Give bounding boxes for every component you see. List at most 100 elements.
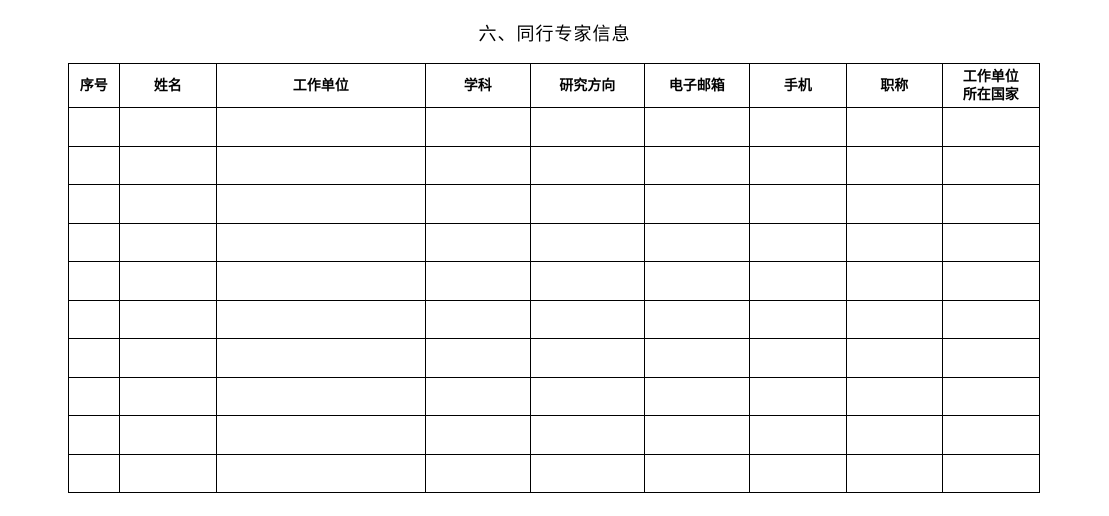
table-cell[interactable] <box>846 299 943 339</box>
table-cell[interactable] <box>119 299 217 339</box>
table-cell[interactable] <box>846 261 943 301</box>
table-cell[interactable] <box>425 453 531 493</box>
table-row <box>68 415 1040 455</box>
table-cell[interactable] <box>216 415 426 455</box>
table-cell[interactable] <box>644 184 750 224</box>
table-cell[interactable] <box>846 222 943 262</box>
table-cell[interactable] <box>644 145 750 185</box>
table-cell[interactable] <box>119 415 217 455</box>
table-cell[interactable] <box>530 222 645 262</box>
header-employer: 工作单位 <box>216 63 426 108</box>
table-cell[interactable] <box>216 222 426 262</box>
table-cell[interactable] <box>942 222 1040 262</box>
table-row <box>68 222 1040 262</box>
table-cell[interactable] <box>530 145 645 185</box>
table-row <box>68 376 1040 416</box>
table-cell[interactable] <box>216 376 426 416</box>
table-cell[interactable] <box>119 261 217 301</box>
table-cell[interactable] <box>644 376 750 416</box>
table-cell[interactable] <box>644 338 750 378</box>
table-cell[interactable] <box>846 338 943 378</box>
table-cell[interactable] <box>846 107 943 147</box>
table-cell[interactable] <box>749 415 847 455</box>
table-cell[interactable] <box>530 453 645 493</box>
table-cell[interactable] <box>942 415 1040 455</box>
table-cell[interactable] <box>119 184 217 224</box>
table-cell[interactable] <box>68 222 120 262</box>
table-cell[interactable] <box>119 338 217 378</box>
table-cell[interactable] <box>644 261 750 301</box>
table-cell[interactable] <box>749 376 847 416</box>
table-cell[interactable] <box>942 145 1040 185</box>
table-cell[interactable] <box>216 453 426 493</box>
table-cell[interactable] <box>942 338 1040 378</box>
table-cell[interactable] <box>530 415 645 455</box>
table-cell[interactable] <box>119 453 217 493</box>
table-cell[interactable] <box>425 338 531 378</box>
table-cell[interactable] <box>68 184 120 224</box>
table-cell[interactable] <box>942 261 1040 301</box>
table-cell[interactable] <box>942 184 1040 224</box>
table-cell[interactable] <box>942 299 1040 339</box>
expert-info-table: 序号 姓名 工作单位 学科 研究方向 电子邮箱 手机 职称 工作单位 所在国家 <box>68 63 1040 493</box>
table-cell[interactable] <box>425 222 531 262</box>
header-employer-country: 工作单位 所在国家 <box>942 63 1040 108</box>
table-cell[interactable] <box>749 453 847 493</box>
table-cell[interactable] <box>846 415 943 455</box>
table-cell[interactable] <box>68 338 120 378</box>
table-cell[interactable] <box>216 184 426 224</box>
table-cell[interactable] <box>119 376 217 416</box>
table-cell[interactable] <box>749 145 847 185</box>
table-cell[interactable] <box>846 145 943 185</box>
table-cell[interactable] <box>216 299 426 339</box>
table-cell[interactable] <box>425 107 531 147</box>
header-discipline: 学科 <box>425 63 531 108</box>
table-cell[interactable] <box>644 453 750 493</box>
table-cell[interactable] <box>846 376 943 416</box>
table-cell[interactable] <box>530 376 645 416</box>
table-cell[interactable] <box>749 338 847 378</box>
header-row: 序号 姓名 工作单位 学科 研究方向 电子邮箱 手机 职称 工作单位 所在国家 <box>68 63 1040 108</box>
section-title: 六、同行专家信息 <box>478 24 631 45</box>
table-cell[interactable] <box>216 107 426 147</box>
header-country-line1: 工作单位 <box>963 68 1019 85</box>
table-cell[interactable] <box>119 107 217 147</box>
table-cell[interactable] <box>644 107 750 147</box>
table-cell[interactable] <box>68 453 120 493</box>
table-cell[interactable] <box>68 261 120 301</box>
table-cell[interactable] <box>425 376 531 416</box>
table-cell[interactable] <box>749 222 847 262</box>
table-cell[interactable] <box>942 453 1040 493</box>
table-cell[interactable] <box>68 145 120 185</box>
table-cell[interactable] <box>530 261 645 301</box>
table-cell[interactable] <box>749 261 847 301</box>
table-cell[interactable] <box>425 184 531 224</box>
table-cell[interactable] <box>942 376 1040 416</box>
table-cell[interactable] <box>530 184 645 224</box>
table-cell[interactable] <box>425 261 531 301</box>
table-cell[interactable] <box>530 299 645 339</box>
table-cell[interactable] <box>749 184 847 224</box>
table-cell[interactable] <box>425 145 531 185</box>
table-cell[interactable] <box>846 453 943 493</box>
table-cell[interactable] <box>425 415 531 455</box>
table-cell[interactable] <box>216 261 426 301</box>
table-cell[interactable] <box>68 415 120 455</box>
table-cell[interactable] <box>530 338 645 378</box>
table-cell[interactable] <box>644 415 750 455</box>
table-cell[interactable] <box>942 107 1040 147</box>
table-cell[interactable] <box>749 107 847 147</box>
table-cell[interactable] <box>216 145 426 185</box>
table-cell[interactable] <box>749 299 847 339</box>
table-cell[interactable] <box>846 184 943 224</box>
table-cell[interactable] <box>530 107 645 147</box>
table-cell[interactable] <box>216 338 426 378</box>
table-cell[interactable] <box>119 222 217 262</box>
table-cell[interactable] <box>68 299 120 339</box>
table-cell[interactable] <box>68 107 120 147</box>
table-cell[interactable] <box>119 145 217 185</box>
table-cell[interactable] <box>68 376 120 416</box>
table-cell[interactable] <box>644 299 750 339</box>
table-cell[interactable] <box>644 222 750 262</box>
table-cell[interactable] <box>425 299 531 339</box>
